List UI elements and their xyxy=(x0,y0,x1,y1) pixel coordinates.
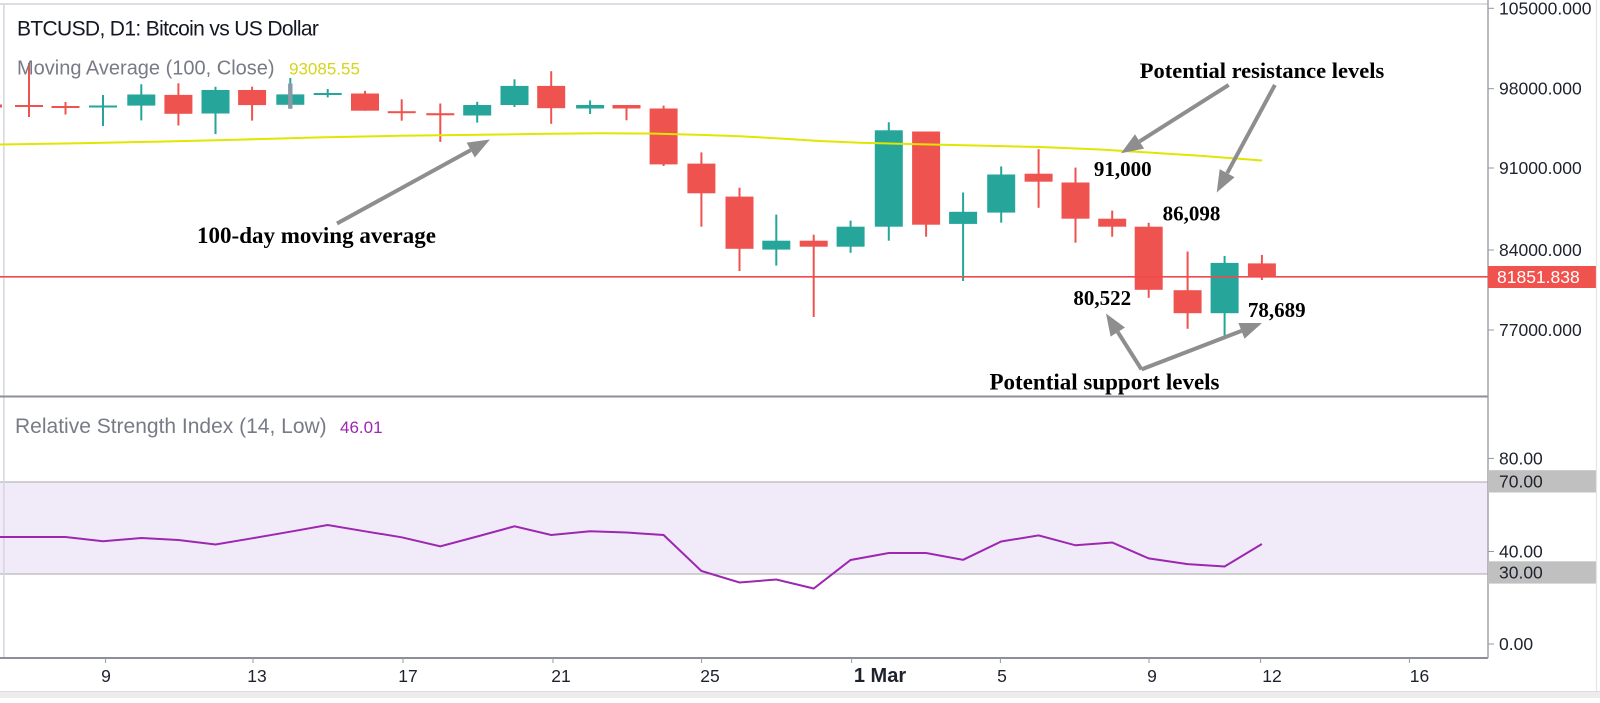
svg-text:91000.000: 91000.000 xyxy=(1499,158,1582,178)
svg-text:1 Mar: 1 Mar xyxy=(854,665,906,687)
svg-text:17: 17 xyxy=(398,666,417,686)
svg-text:Relative Strength Index (14, L: Relative Strength Index (14, Low) xyxy=(15,415,327,438)
svg-text:Moving Average (100, Close): Moving Average (100, Close) xyxy=(17,58,275,80)
svg-text:12: 12 xyxy=(1262,666,1281,686)
svg-text:16: 16 xyxy=(1410,666,1429,686)
svg-text:84000.000: 84000.000 xyxy=(1499,240,1582,260)
svg-text:80,522: 80,522 xyxy=(1073,286,1131,310)
svg-text:25: 25 xyxy=(700,666,719,686)
svg-text:40.00: 40.00 xyxy=(1499,542,1543,562)
svg-text:78,689: 78,689 xyxy=(1248,298,1306,322)
svg-text:93085.55: 93085.55 xyxy=(289,60,360,79)
svg-text:100-day moving average: 100-day moving average xyxy=(197,223,436,248)
svg-text:9: 9 xyxy=(1147,666,1157,686)
svg-text:105000.000: 105000.000 xyxy=(1499,0,1592,18)
svg-text:81851.838: 81851.838 xyxy=(1497,267,1580,287)
svg-text:80.00: 80.00 xyxy=(1499,448,1543,468)
svg-text:77000.000: 77000.000 xyxy=(1499,320,1582,340)
svg-text:21: 21 xyxy=(551,666,570,686)
svg-text:BTCUSD, D1: Bitcoin vs US Doll: BTCUSD, D1: Bitcoin vs US Dollar xyxy=(17,18,319,41)
svg-text:13: 13 xyxy=(247,666,266,686)
svg-text:0.00: 0.00 xyxy=(1499,634,1533,654)
svg-text:70.00: 70.00 xyxy=(1499,472,1543,492)
svg-text:46.01: 46.01 xyxy=(340,418,383,437)
svg-text:30.00: 30.00 xyxy=(1499,563,1543,583)
svg-text:86,098: 86,098 xyxy=(1163,202,1221,226)
svg-text:9: 9 xyxy=(101,666,111,686)
svg-text:Potential resistance levels: Potential resistance levels xyxy=(1140,58,1385,83)
svg-text:91,000: 91,000 xyxy=(1094,157,1152,181)
svg-text:5: 5 xyxy=(997,666,1007,686)
svg-text:Potential support levels: Potential support levels xyxy=(990,370,1220,395)
svg-text:98000.000: 98000.000 xyxy=(1499,79,1582,99)
